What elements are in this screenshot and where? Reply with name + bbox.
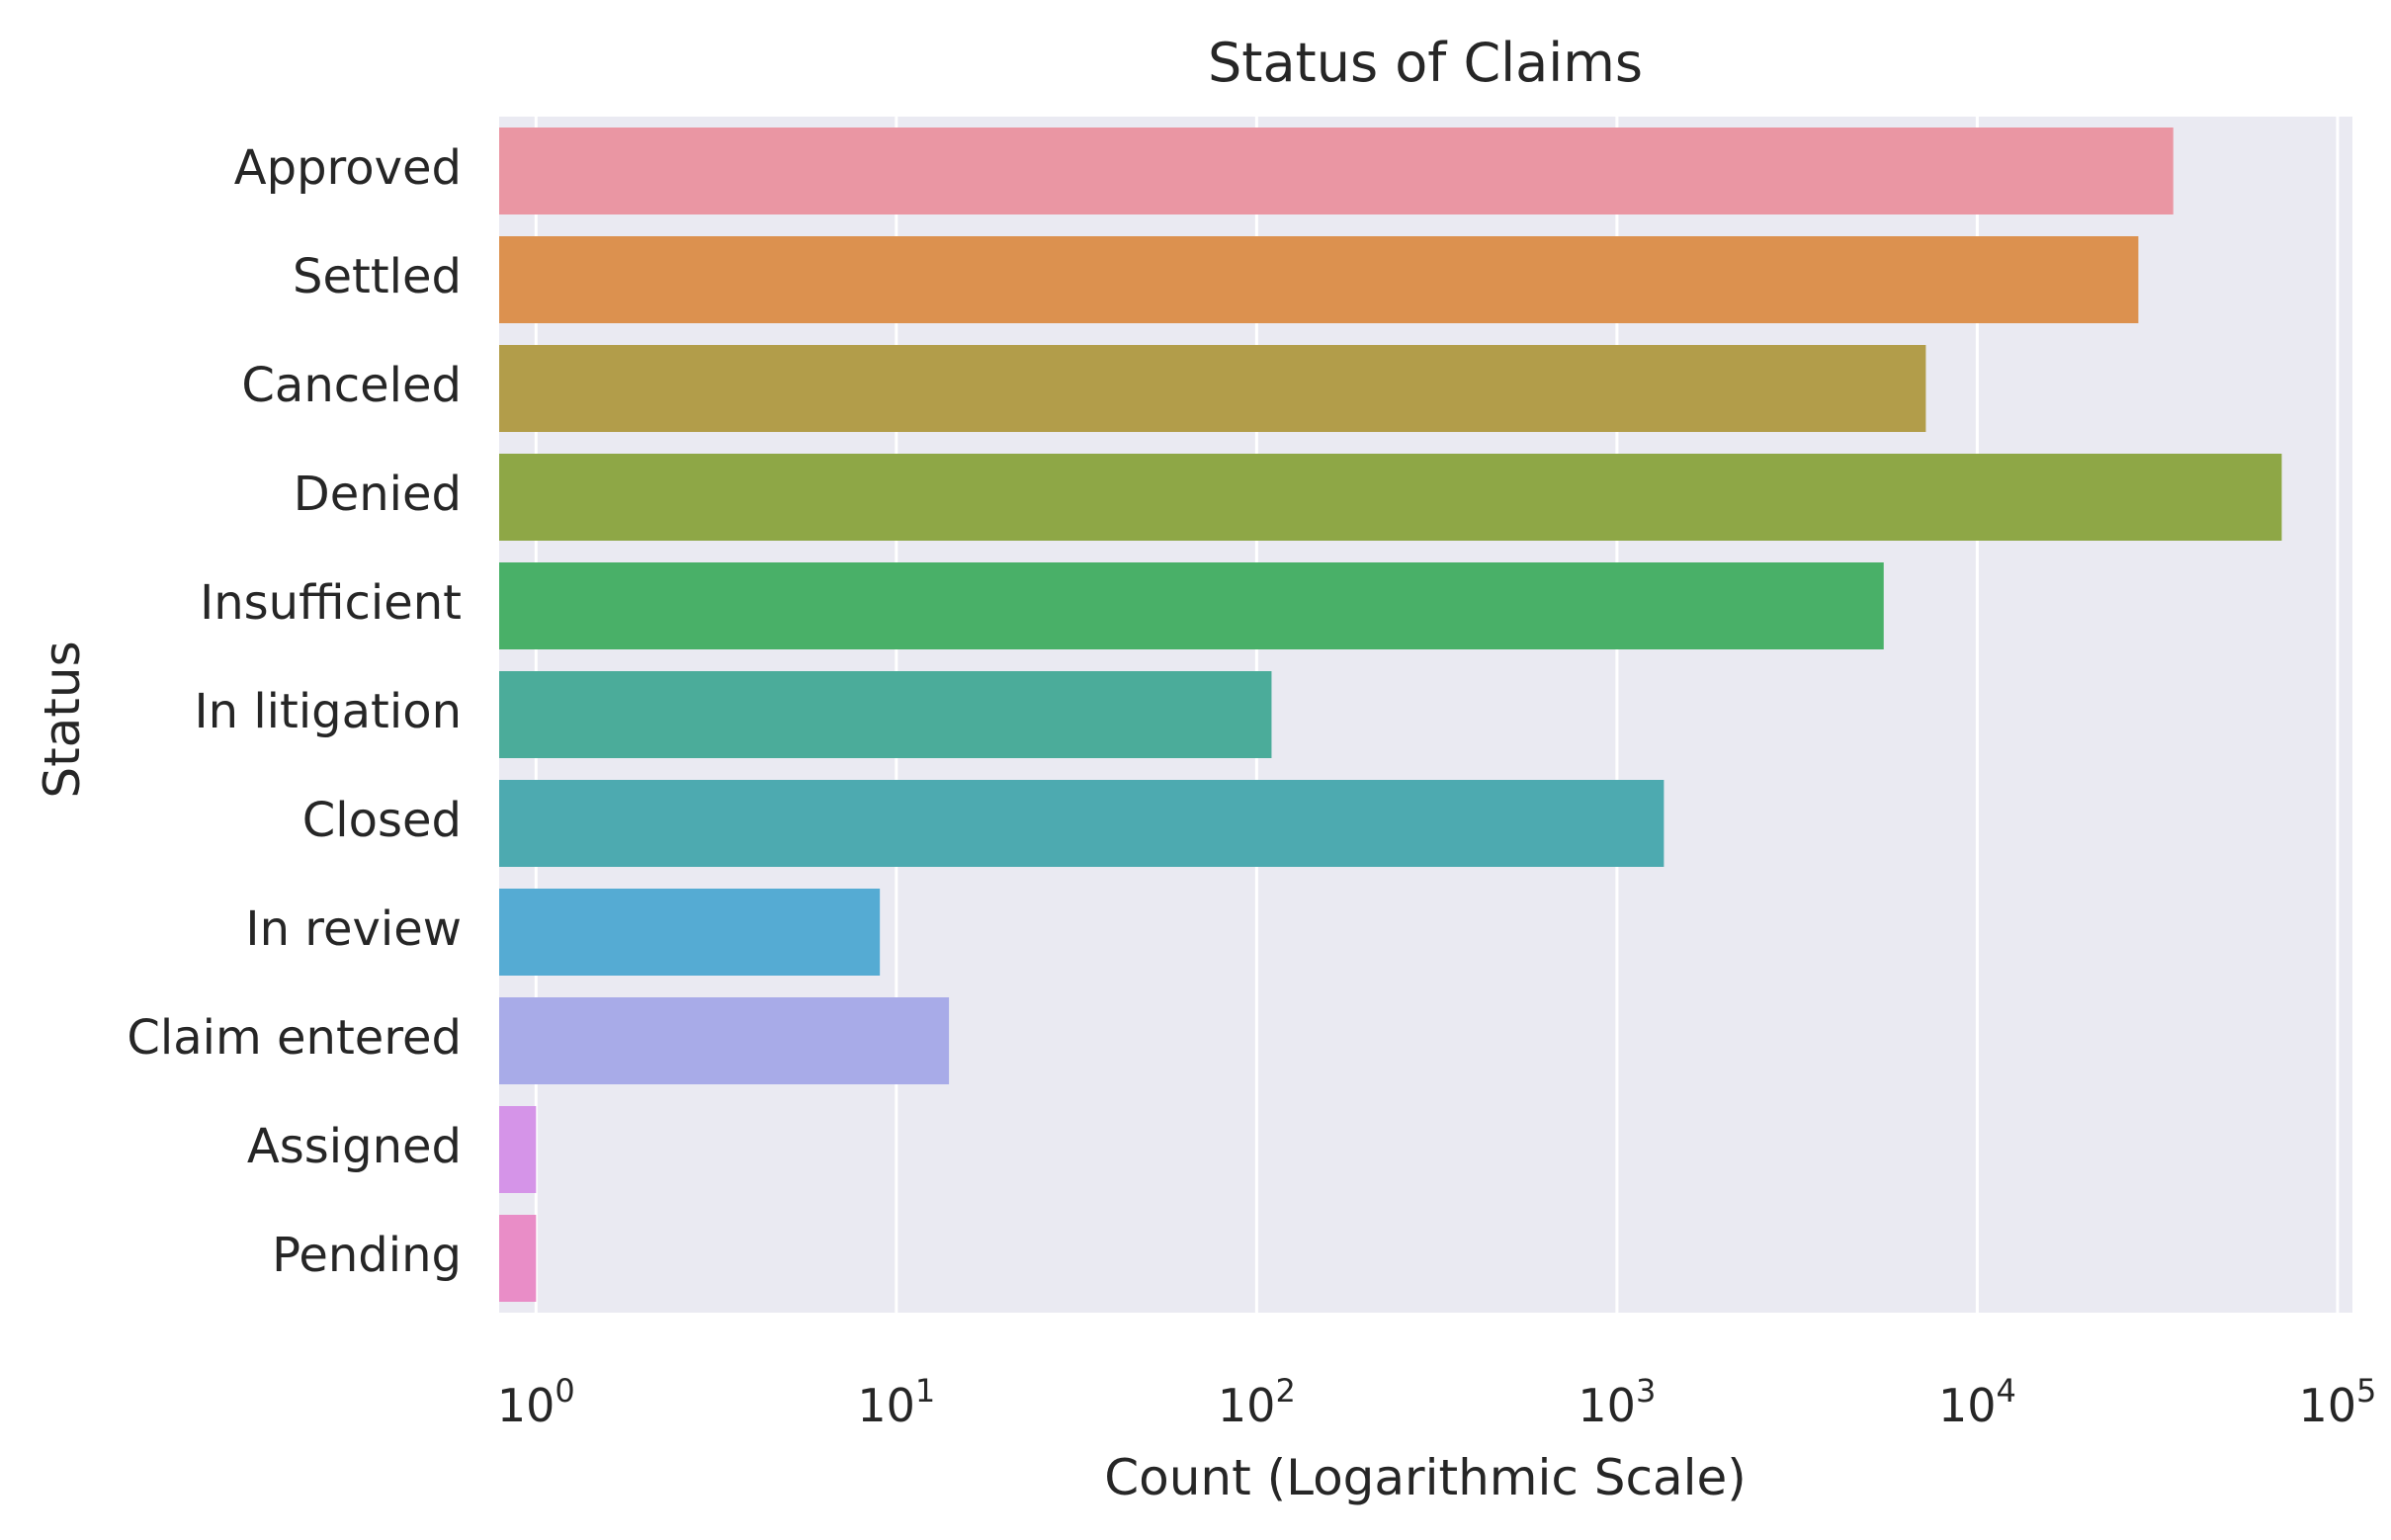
y-tick-label: Insufficient — [200, 575, 462, 631]
bar-in-review — [499, 889, 881, 976]
bar-insufficient — [499, 562, 1884, 649]
x-tick-label: 101 — [857, 1372, 935, 1432]
chart-title: Status of Claims — [1208, 32, 1643, 94]
bar-canceled — [499, 345, 1926, 432]
y-axis-label: Status — [34, 641, 91, 798]
y-tick-label: Canceled — [241, 358, 462, 413]
bar-approved — [499, 128, 2174, 214]
x-tick-labels: 100 101 102 103 104 105 — [497, 1372, 2377, 1432]
y-tick-label: In litigation — [195, 684, 463, 739]
y-tick-label: Assigned — [247, 1119, 462, 1174]
x-tick-label: 102 — [1218, 1372, 1296, 1432]
y-tick-label: Pending — [272, 1228, 462, 1283]
x-tick-label: 100 — [497, 1372, 575, 1432]
y-tick-label: Settled — [293, 249, 462, 304]
y-tick-label: Claim entered — [127, 1010, 462, 1066]
bar-assigned — [499, 1106, 537, 1193]
y-tick-label: In review — [245, 901, 462, 957]
bar-pending — [499, 1215, 537, 1302]
x-tick-label: 105 — [2298, 1372, 2376, 1432]
bars — [499, 128, 2282, 1302]
bar-denied — [499, 454, 2282, 541]
bar-closed — [499, 780, 1665, 867]
bar-claim-entered — [499, 997, 950, 1084]
y-tick-label: Closed — [302, 793, 462, 848]
bar-settled — [499, 236, 2139, 323]
x-axis-label: Count (Logarithmic Scale) — [1104, 1449, 1747, 1506]
bar-in-litigation — [499, 671, 1272, 758]
y-tick-label: Approved — [234, 140, 462, 196]
x-tick-label: 103 — [1578, 1372, 1656, 1432]
y-tick-labels: Approved Settled Canceled Denied Insufficien… — [127, 140, 462, 1283]
y-tick-label: Denied — [294, 467, 462, 522]
x-tick-label: 104 — [1938, 1372, 2016, 1432]
